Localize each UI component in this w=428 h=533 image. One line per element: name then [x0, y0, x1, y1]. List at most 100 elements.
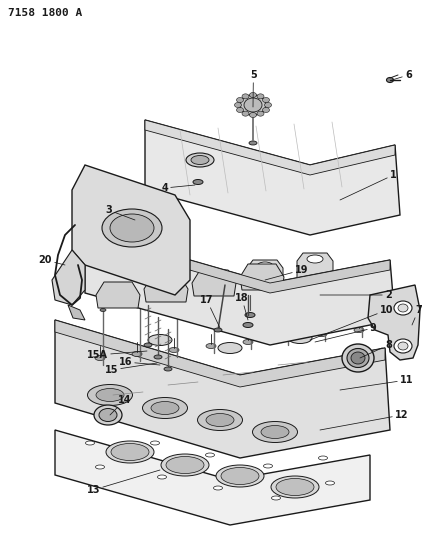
Ellipse shape	[144, 343, 152, 347]
Ellipse shape	[186, 153, 214, 167]
Text: 2: 2	[320, 290, 392, 300]
Ellipse shape	[164, 367, 172, 371]
Ellipse shape	[193, 180, 203, 184]
Ellipse shape	[95, 465, 104, 469]
Ellipse shape	[264, 464, 273, 468]
Text: 4: 4	[161, 183, 195, 193]
Polygon shape	[85, 230, 390, 293]
Text: 18: 18	[235, 293, 249, 320]
Ellipse shape	[243, 340, 253, 344]
Ellipse shape	[249, 141, 257, 145]
Text: 3: 3	[105, 205, 135, 220]
Ellipse shape	[95, 356, 105, 360]
Polygon shape	[55, 320, 385, 387]
Polygon shape	[368, 285, 420, 360]
Ellipse shape	[347, 349, 369, 367]
Ellipse shape	[102, 209, 162, 247]
Ellipse shape	[211, 296, 217, 300]
Ellipse shape	[191, 156, 209, 165]
Text: 5: 5	[250, 70, 257, 107]
Ellipse shape	[132, 351, 142, 357]
Ellipse shape	[214, 486, 223, 490]
Ellipse shape	[262, 98, 270, 102]
Polygon shape	[145, 120, 395, 175]
Ellipse shape	[307, 255, 323, 263]
Ellipse shape	[359, 280, 365, 284]
Text: 16: 16	[119, 357, 160, 367]
Ellipse shape	[237, 98, 244, 102]
Ellipse shape	[245, 312, 255, 318]
Polygon shape	[55, 430, 370, 525]
Ellipse shape	[317, 332, 327, 336]
Ellipse shape	[206, 343, 216, 349]
Ellipse shape	[398, 304, 408, 312]
Ellipse shape	[354, 327, 364, 333]
Ellipse shape	[216, 465, 264, 487]
Ellipse shape	[174, 301, 180, 303]
Ellipse shape	[237, 108, 244, 112]
Ellipse shape	[394, 301, 412, 315]
Polygon shape	[297, 253, 333, 278]
Ellipse shape	[257, 94, 264, 99]
Text: 11: 11	[340, 375, 413, 390]
Text: 19: 19	[265, 265, 309, 280]
Ellipse shape	[169, 348, 179, 352]
Ellipse shape	[86, 441, 95, 445]
Ellipse shape	[248, 293, 254, 295]
Ellipse shape	[351, 352, 365, 364]
Ellipse shape	[271, 496, 280, 500]
Text: 1: 1	[340, 170, 397, 200]
Text: 7: 7	[412, 305, 422, 325]
Polygon shape	[144, 276, 188, 302]
Ellipse shape	[398, 342, 408, 350]
Ellipse shape	[265, 102, 271, 108]
Ellipse shape	[242, 94, 249, 99]
Ellipse shape	[151, 401, 179, 415]
Ellipse shape	[318, 456, 327, 460]
Ellipse shape	[151, 441, 160, 445]
Text: 12: 12	[320, 410, 408, 430]
Ellipse shape	[235, 102, 241, 108]
Ellipse shape	[240, 95, 266, 115]
Ellipse shape	[110, 214, 154, 242]
Ellipse shape	[262, 108, 270, 112]
Ellipse shape	[166, 456, 204, 473]
Ellipse shape	[214, 328, 222, 332]
Ellipse shape	[100, 309, 106, 311]
Ellipse shape	[276, 479, 314, 496]
Ellipse shape	[271, 476, 319, 498]
Ellipse shape	[148, 335, 172, 345]
Ellipse shape	[154, 355, 162, 359]
Ellipse shape	[99, 408, 117, 422]
Ellipse shape	[197, 409, 243, 431]
Text: 14: 14	[110, 395, 131, 415]
Text: 17: 17	[200, 295, 220, 328]
Ellipse shape	[143, 398, 187, 418]
Ellipse shape	[253, 422, 297, 442]
Polygon shape	[145, 120, 400, 235]
Text: 15A: 15A	[87, 350, 147, 360]
Text: 8: 8	[360, 340, 392, 358]
Ellipse shape	[94, 405, 122, 425]
Text: 15: 15	[104, 363, 157, 375]
Ellipse shape	[250, 112, 256, 117]
Ellipse shape	[394, 339, 412, 353]
Ellipse shape	[206, 414, 234, 426]
Ellipse shape	[106, 441, 154, 463]
Ellipse shape	[96, 389, 124, 401]
Text: 20: 20	[39, 255, 65, 265]
Ellipse shape	[250, 93, 256, 98]
Ellipse shape	[205, 453, 214, 457]
Ellipse shape	[218, 343, 242, 353]
Text: 9: 9	[315, 323, 377, 342]
Ellipse shape	[288, 333, 312, 343]
Ellipse shape	[158, 475, 166, 479]
Polygon shape	[68, 305, 85, 320]
Ellipse shape	[386, 77, 393, 83]
Polygon shape	[72, 165, 190, 295]
Ellipse shape	[244, 98, 262, 112]
Ellipse shape	[243, 322, 253, 327]
Polygon shape	[192, 270, 236, 296]
Polygon shape	[55, 320, 390, 458]
Ellipse shape	[221, 467, 259, 484]
